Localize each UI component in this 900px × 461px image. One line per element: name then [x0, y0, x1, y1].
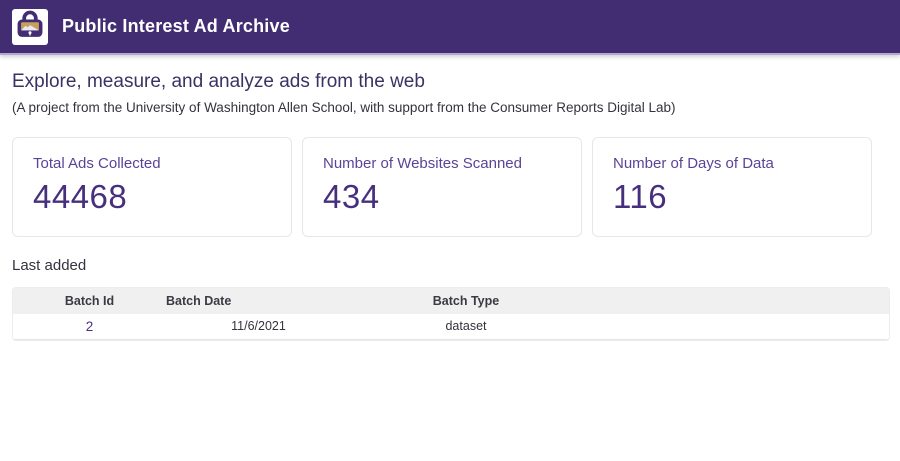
stat-value: 44468	[33, 178, 128, 215]
padlock-mountain-icon	[14, 8, 46, 45]
cell-batch-type: dataset	[445, 319, 487, 334]
stat-label: Total Ads Collected	[33, 155, 161, 172]
app-header: Public Interest Ad Archive	[0, 0, 900, 55]
column-header-batch-type: Batch Type	[432, 294, 500, 308]
batch-id-link[interactable]: 2	[85, 318, 94, 334]
stat-label: Number of Websites Scanned	[323, 155, 522, 172]
main-content: Explore, measure, and analyze ads from t…	[0, 71, 900, 341]
column-header-batch-date: Batch Date	[166, 294, 232, 308]
table-row: 2 11/6/2021 dataset	[13, 314, 889, 339]
stat-card-total-ads: Total Ads Collected 44468	[12, 137, 292, 237]
last-added-heading: Last added	[12, 257, 87, 274]
stat-card-websites-scanned: Number of Websites Scanned 434	[302, 137, 582, 237]
page-heading: Explore, measure, and analyze ads from t…	[12, 71, 425, 92]
stat-value: 116	[613, 178, 668, 215]
stat-card-days-of-data: Number of Days of Data 116	[592, 137, 872, 237]
stat-value: 434	[323, 178, 380, 215]
stats-row: Total Ads Collected 44468 Number of Webs…	[12, 137, 888, 237]
page-subheading: (A project from the University of Washin…	[12, 100, 676, 115]
table-header-row: Batch Id Batch Date Batch Type	[13, 288, 889, 314]
stat-label: Number of Days of Data	[613, 155, 774, 172]
column-header-batch-id: Batch Id	[64, 294, 115, 308]
cell-batch-id: 2	[13, 314, 166, 339]
cell-batch-date: 11/6/2021	[231, 319, 286, 334]
app-logo	[12, 8, 48, 45]
last-added-table: Batch Id Batch Date Batch Type 2 11/6/20…	[12, 287, 890, 341]
app-title: Public Interest Ad Archive	[62, 16, 290, 36]
